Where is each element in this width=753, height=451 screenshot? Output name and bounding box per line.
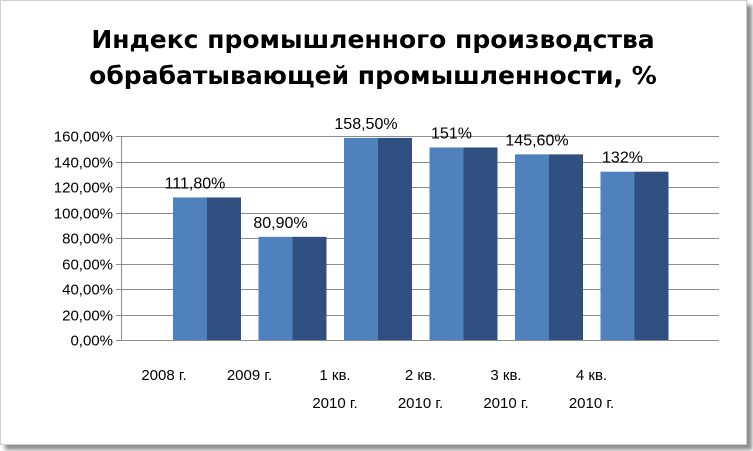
y-tick-label: 80,00% [62,231,113,248]
data-label: 151% [431,125,472,142]
y-tick-label: 0,00% [70,333,113,350]
bar-1-2 [258,236,293,340]
x-tick-label: 2 кв. [405,367,436,384]
bar-2-2 [292,236,327,340]
y-tick-label: 120,00% [54,180,113,197]
x-tick-label: 2010 г. [483,395,528,412]
data-label: 158,50% [334,116,397,133]
bar-1-5 [515,154,549,340]
chart-title-line-2: обрабатывающей промышленности, % [89,61,657,90]
x-tick-label: 1 кв. [319,367,350,384]
x-tick-label: 2009 г. [227,367,272,384]
chart-frame: Индекс промышленного производства обраба… [0,0,747,445]
y-axis-ticks: 0,00% 20,00% 40,00% 60,00% 80,00% 100,00% 120,… [54,129,113,350]
bar-2-3 [378,137,412,340]
x-tick-label: 3 кв. [490,367,521,384]
bar-1-1 [173,197,207,340]
y-tick-label: 160,00% [54,129,113,146]
bars [173,137,669,340]
bar-2-4 [463,147,498,340]
data-label: 145,60% [505,132,568,149]
data-label: 111,80% [165,175,226,192]
x-tick-label: 4 кв. [576,367,607,384]
data-labels: 111,80% 80,90% 158,50% 151% 145,60% 132% [165,116,643,232]
data-label: 132% [602,150,643,167]
y-tick-label: 100,00% [54,206,113,223]
y-tick-label: 20,00% [62,308,113,325]
x-axis-ticks: 2008 г. 2009 г. 1 кв. 2010 г. 2 кв. 2010 г. 3 … [141,367,614,412]
bar-2-5 [549,154,583,340]
x-tick-label: 2010 г. [312,395,357,412]
bar-1-3 [344,137,378,340]
bar-2-6 [634,171,669,340]
y-tick-label: 40,00% [62,282,113,299]
x-tick-label: 2010 г. [398,395,443,412]
bar-2-1 [207,197,241,340]
data-label: 80,90% [253,215,307,232]
chart-title-line-1: Индекс промышленного производства [91,25,654,54]
x-tick-label: 2008 г. [141,367,186,384]
y-tick-label: 60,00% [62,257,113,274]
x-tick-label: 2010 г. [569,395,614,412]
y-tick-label: 140,00% [54,155,113,172]
bar-1-6 [600,171,635,340]
bar-1-4 [429,147,464,340]
chart-svg: Индекс промышленного производства обраба… [54,25,719,412]
